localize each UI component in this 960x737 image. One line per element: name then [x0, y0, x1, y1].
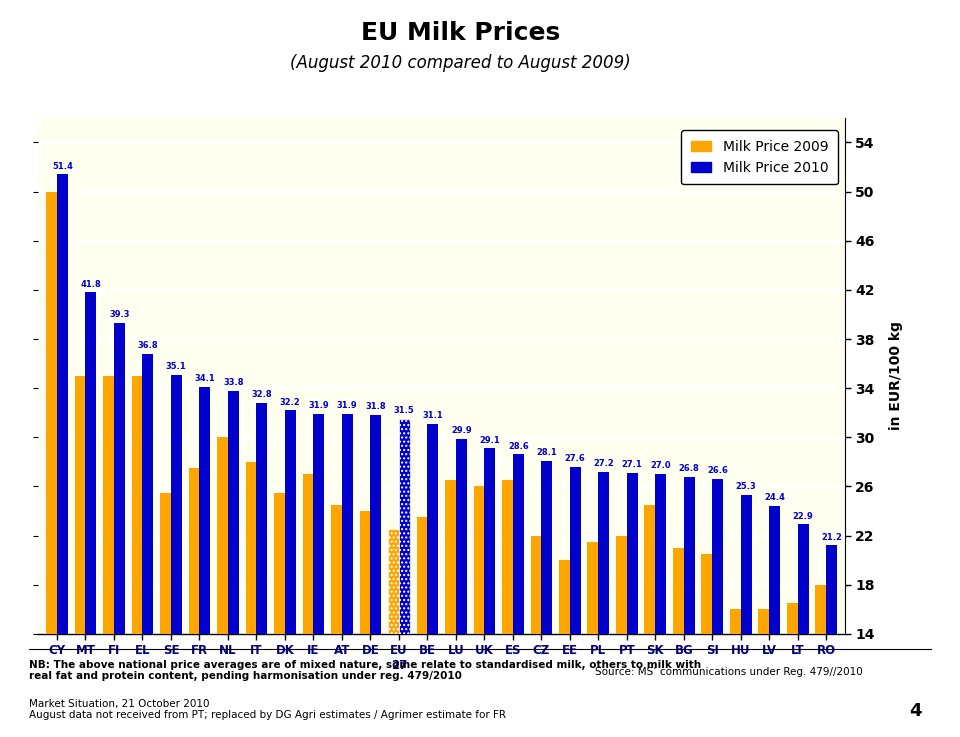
Bar [531, 536, 541, 737]
Bar [473, 486, 485, 737]
Bar [142, 354, 154, 737]
Bar [302, 474, 313, 737]
Bar [46, 192, 57, 737]
Bar [815, 584, 827, 737]
Bar [371, 415, 381, 737]
Bar [217, 437, 228, 737]
Bar [171, 374, 181, 737]
Bar [274, 492, 285, 737]
Text: 24.4: 24.4 [764, 493, 785, 503]
Bar [57, 175, 68, 737]
Text: 26.8: 26.8 [679, 464, 700, 473]
Text: EU Milk Prices: EU Milk Prices [361, 21, 561, 45]
Bar [541, 461, 552, 737]
Bar [285, 411, 296, 737]
Text: 41.8: 41.8 [81, 279, 101, 289]
Bar [598, 472, 610, 737]
Text: 51.4: 51.4 [52, 161, 73, 171]
Text: 21.2: 21.2 [821, 533, 842, 542]
Bar [132, 376, 142, 737]
Bar [758, 609, 769, 737]
Text: (August 2010 compared to August 2009): (August 2010 compared to August 2009) [291, 54, 631, 71]
Text: Source: MS’ communications under Reg. 479//2010: Source: MS’ communications under Reg. 47… [595, 667, 863, 677]
Bar [798, 525, 808, 737]
Bar [684, 477, 695, 737]
Bar [188, 468, 200, 737]
Bar [741, 495, 752, 737]
Text: 27.1: 27.1 [622, 460, 642, 469]
Bar [200, 387, 210, 737]
Bar [787, 603, 798, 737]
Text: 4: 4 [909, 702, 922, 719]
Bar [627, 473, 637, 737]
Text: 35.1: 35.1 [166, 362, 186, 371]
Text: 28.1: 28.1 [537, 448, 557, 457]
Bar [388, 529, 398, 737]
Bar [228, 391, 239, 737]
Text: 36.8: 36.8 [137, 341, 158, 350]
Bar [331, 505, 342, 737]
Text: 33.8: 33.8 [223, 378, 244, 387]
Bar [588, 542, 598, 737]
Y-axis label: in EUR/100 kg: in EUR/100 kg [889, 321, 902, 430]
Bar [616, 536, 627, 737]
Bar [427, 424, 438, 737]
Bar [656, 474, 666, 737]
Text: 27.2: 27.2 [593, 459, 614, 468]
Bar [398, 419, 410, 737]
Bar [559, 560, 570, 737]
Text: 31.1: 31.1 [422, 411, 444, 420]
Legend: Milk Price 2009, Milk Price 2010: Milk Price 2009, Milk Price 2010 [681, 130, 838, 184]
Text: 25.3: 25.3 [735, 482, 756, 492]
Text: 32.8: 32.8 [252, 390, 272, 399]
Bar [103, 376, 114, 737]
Bar [673, 548, 684, 737]
Bar [730, 609, 741, 737]
Text: 32.2: 32.2 [280, 397, 300, 407]
Bar [502, 481, 513, 737]
Bar [313, 414, 324, 737]
Bar [827, 545, 837, 737]
Bar [445, 481, 456, 737]
Bar [456, 439, 467, 737]
Text: 27.0: 27.0 [651, 461, 671, 470]
Text: 28.6: 28.6 [508, 441, 529, 451]
Text: 29.1: 29.1 [479, 436, 500, 444]
Bar [360, 511, 371, 737]
Bar [256, 403, 267, 737]
Bar [570, 467, 581, 737]
Text: 31.9: 31.9 [337, 401, 357, 411]
Text: 39.3: 39.3 [109, 310, 130, 319]
Text: 22.9: 22.9 [793, 511, 813, 521]
Text: 31.9: 31.9 [308, 401, 329, 411]
Bar [417, 517, 427, 737]
Text: 34.1: 34.1 [195, 374, 215, 383]
Bar [769, 506, 780, 737]
Bar [485, 448, 495, 737]
Bar [160, 492, 171, 737]
Bar [513, 455, 523, 737]
Text: 31.8: 31.8 [366, 402, 386, 411]
Bar [75, 376, 85, 737]
Text: 26.6: 26.6 [708, 467, 728, 475]
Bar [342, 414, 352, 737]
Text: 27.6: 27.6 [564, 454, 586, 463]
Bar [702, 554, 712, 737]
Bar [644, 505, 656, 737]
Bar [114, 323, 125, 737]
Text: NB: The above national price averages are of mixed nature, some relate to standa: NB: The above national price averages ar… [29, 660, 701, 681]
Bar [85, 293, 96, 737]
Text: 31.5: 31.5 [394, 406, 415, 415]
Bar [246, 462, 256, 737]
Bar [712, 479, 723, 737]
Text: Market Situation, 21 October 2010
August data not received from PT; replaced by : Market Situation, 21 October 2010 August… [29, 699, 506, 720]
Text: 29.9: 29.9 [451, 426, 471, 435]
